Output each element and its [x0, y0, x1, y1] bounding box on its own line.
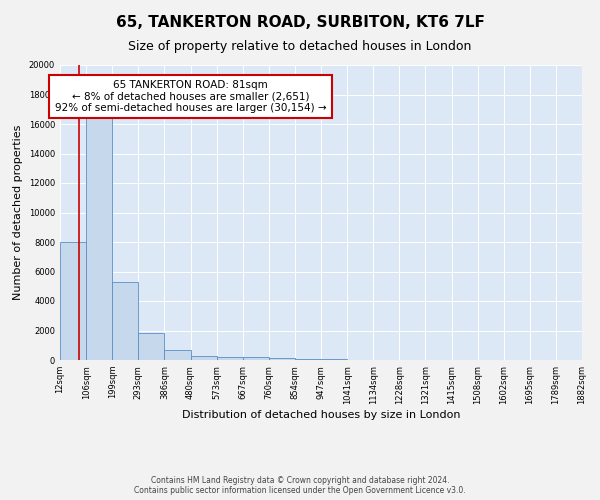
Y-axis label: Number of detached properties: Number of detached properties: [13, 125, 23, 300]
Bar: [295, 358, 321, 360]
Bar: [60, 242, 86, 360]
Bar: [112, 282, 139, 360]
Text: Size of property relative to detached houses in London: Size of property relative to detached ho…: [128, 40, 472, 53]
Bar: [191, 356, 217, 360]
Bar: [86, 116, 112, 360]
Bar: [242, 357, 269, 360]
Bar: [164, 350, 191, 360]
Bar: [139, 332, 164, 360]
Bar: [269, 358, 295, 360]
X-axis label: Distribution of detached houses by size in London: Distribution of detached houses by size …: [182, 410, 460, 420]
Text: 65, TANKERTON ROAD, SURBITON, KT6 7LF: 65, TANKERTON ROAD, SURBITON, KT6 7LF: [116, 15, 484, 30]
Text: Contains HM Land Registry data © Crown copyright and database right 2024.
Contai: Contains HM Land Registry data © Crown c…: [134, 476, 466, 495]
Bar: [217, 357, 243, 360]
Text: 65 TANKERTON ROAD: 81sqm
← 8% of detached houses are smaller (2,651)
92% of semi: 65 TANKERTON ROAD: 81sqm ← 8% of detache…: [55, 80, 326, 113]
